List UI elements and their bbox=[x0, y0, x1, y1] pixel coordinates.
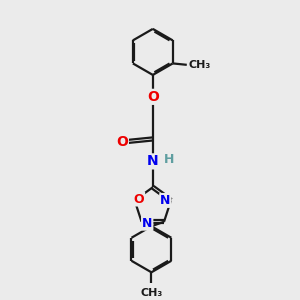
Text: CH₃: CH₃ bbox=[188, 60, 210, 70]
Text: O: O bbox=[147, 90, 159, 104]
Text: O: O bbox=[116, 135, 128, 149]
Text: N: N bbox=[142, 217, 152, 230]
Text: N: N bbox=[147, 154, 159, 168]
Text: O: O bbox=[134, 193, 144, 206]
Text: CH₃: CH₃ bbox=[140, 288, 163, 298]
Text: N: N bbox=[160, 194, 170, 207]
Text: H: H bbox=[164, 154, 174, 166]
